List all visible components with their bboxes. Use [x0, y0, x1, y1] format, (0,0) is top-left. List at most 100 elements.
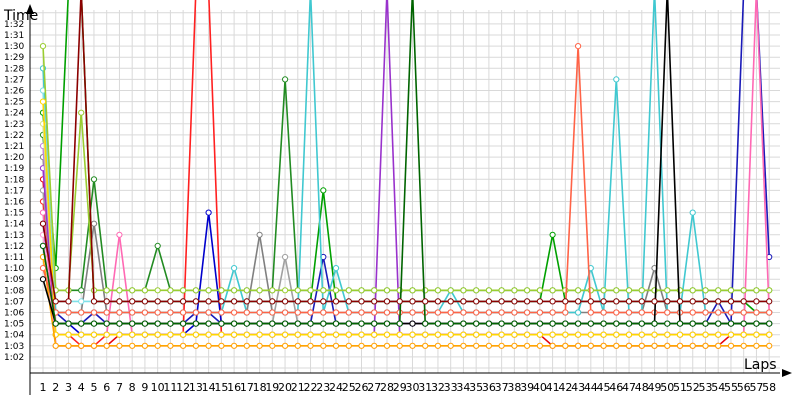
y-tick-label: 1:06 — [4, 309, 24, 319]
x-tick-label: 27 — [367, 381, 381, 394]
series-point — [740, 342, 747, 349]
series-point — [587, 342, 594, 349]
series-point — [396, 331, 403, 338]
axes — [26, 4, 792, 395]
y-tick-label: 1:29 — [4, 53, 24, 63]
x-tick-label: 34 — [456, 381, 470, 394]
y-tick-label: 1:05 — [4, 320, 24, 330]
series-point — [383, 320, 391, 327]
series-point — [345, 309, 352, 316]
series-point — [422, 342, 429, 349]
series-point — [536, 298, 544, 305]
series-point — [294, 320, 301, 327]
series-point — [536, 320, 544, 327]
series-point — [409, 298, 416, 305]
series-point — [180, 287, 187, 294]
series-point — [205, 209, 212, 216]
series-point — [129, 331, 136, 338]
series-point — [231, 320, 238, 327]
series-point — [167, 342, 174, 349]
series-line — [42, 45, 770, 314]
series-point — [460, 298, 467, 305]
series-point — [192, 320, 199, 327]
series-point — [613, 331, 620, 338]
series-point — [664, 287, 671, 294]
series-point — [90, 331, 98, 338]
series-point — [256, 309, 263, 316]
x-tick-label: 56 — [737, 381, 751, 394]
series-point — [447, 309, 454, 316]
series-point — [422, 320, 429, 327]
series-point — [205, 298, 212, 305]
series-point — [39, 276, 47, 283]
x-tick-label: 24 — [329, 381, 343, 394]
series-point — [129, 342, 136, 349]
series-point — [65, 320, 72, 327]
series-point — [129, 320, 136, 327]
series-point — [39, 220, 47, 227]
series-point — [154, 298, 161, 305]
series-point — [231, 287, 238, 294]
series-point — [129, 298, 136, 305]
series-point — [345, 287, 352, 294]
x-tick-label: 58 — [762, 381, 776, 394]
series-point — [409, 320, 416, 327]
series-point — [282, 298, 289, 305]
series-point — [664, 298, 671, 305]
series-point — [78, 287, 85, 294]
series-point — [447, 320, 454, 327]
x-tick-label: 12 — [176, 381, 190, 394]
series-point — [727, 298, 735, 305]
series-point — [447, 298, 454, 305]
series-point — [485, 342, 492, 349]
series-point — [511, 309, 518, 316]
x-tick-label: 48 — [635, 381, 649, 394]
series-point — [434, 320, 441, 327]
series-point — [180, 331, 187, 338]
series-point — [332, 342, 340, 349]
series-point — [689, 287, 696, 294]
series-point — [664, 320, 671, 327]
series-point — [600, 331, 607, 338]
series-point — [383, 298, 391, 305]
series-point — [167, 331, 174, 338]
series-line — [42, 211, 770, 336]
series-point — [116, 309, 123, 316]
series-point — [422, 331, 429, 338]
series-point — [180, 342, 187, 349]
series-point — [715, 287, 722, 294]
x-tick-label: 25 — [342, 381, 356, 394]
series-point — [396, 342, 403, 349]
series-point — [65, 342, 72, 349]
series-point — [383, 331, 391, 338]
series-point — [218, 331, 225, 338]
x-tick-label: 41 — [546, 381, 560, 394]
series-point — [358, 320, 365, 327]
series-point — [180, 309, 187, 316]
series-point — [549, 331, 556, 338]
series-point — [638, 342, 645, 349]
series-line — [42, 101, 770, 336]
series-point — [231, 342, 238, 349]
series-point — [740, 320, 747, 327]
series-point — [676, 342, 684, 349]
series-point — [103, 331, 110, 338]
y-axis-title: Time — [3, 8, 38, 24]
series-point — [256, 231, 263, 238]
series-point — [676, 320, 684, 327]
y-tick-label: 1:31 — [4, 31, 24, 41]
series-point — [90, 309, 98, 316]
series-point — [282, 331, 289, 338]
series-point — [154, 342, 161, 349]
series-point — [562, 320, 569, 327]
series-point — [473, 331, 480, 338]
series-point — [740, 298, 747, 305]
x-tick-label: 43 — [571, 381, 585, 394]
series-point — [103, 287, 110, 294]
series-point — [332, 287, 340, 294]
series-point — [320, 331, 327, 338]
series-point — [536, 287, 544, 294]
y-tick-label: 1:20 — [4, 153, 24, 163]
x-tick-label: 51 — [673, 381, 687, 394]
